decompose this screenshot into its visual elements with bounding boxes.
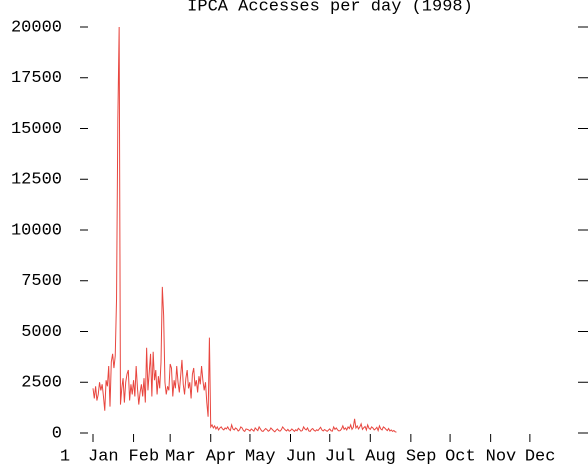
y-tick-label: 20000 — [11, 18, 62, 37]
y-tick-label: 12500 — [11, 171, 62, 190]
x-tick-label: Oct — [445, 447, 476, 465]
x-tick-label: May — [245, 447, 276, 465]
x-tick-label: Mar — [165, 447, 196, 465]
x-tick-label: Feb — [129, 447, 160, 465]
y-tick-label: 7500 — [21, 272, 62, 291]
x-start-label: 1 — [60, 447, 70, 465]
x-tick-label: Nov — [486, 447, 517, 465]
data-line — [92, 26, 397, 433]
y-tick-label: 5000 — [21, 323, 62, 342]
x-tick-label: Jan — [88, 447, 119, 465]
y-tick-label: 2500 — [21, 374, 62, 393]
y-tick-label: 17500 — [11, 69, 62, 88]
x-tick-label: Sep — [406, 447, 437, 465]
y-tick-label: 15000 — [11, 120, 62, 139]
chart-title: IPCA Accesses per day (1998) — [187, 0, 473, 16]
y-tick-label: 0 — [52, 424, 62, 443]
x-tick-label: Aug — [365, 447, 396, 465]
x-tick-label: Jun — [286, 447, 317, 465]
x-tick-label: Apr — [206, 447, 237, 465]
x-tick-label: Jul — [325, 447, 356, 465]
y-tick-label: 10000 — [11, 221, 62, 240]
x-tick-label: Dec — [525, 447, 556, 465]
